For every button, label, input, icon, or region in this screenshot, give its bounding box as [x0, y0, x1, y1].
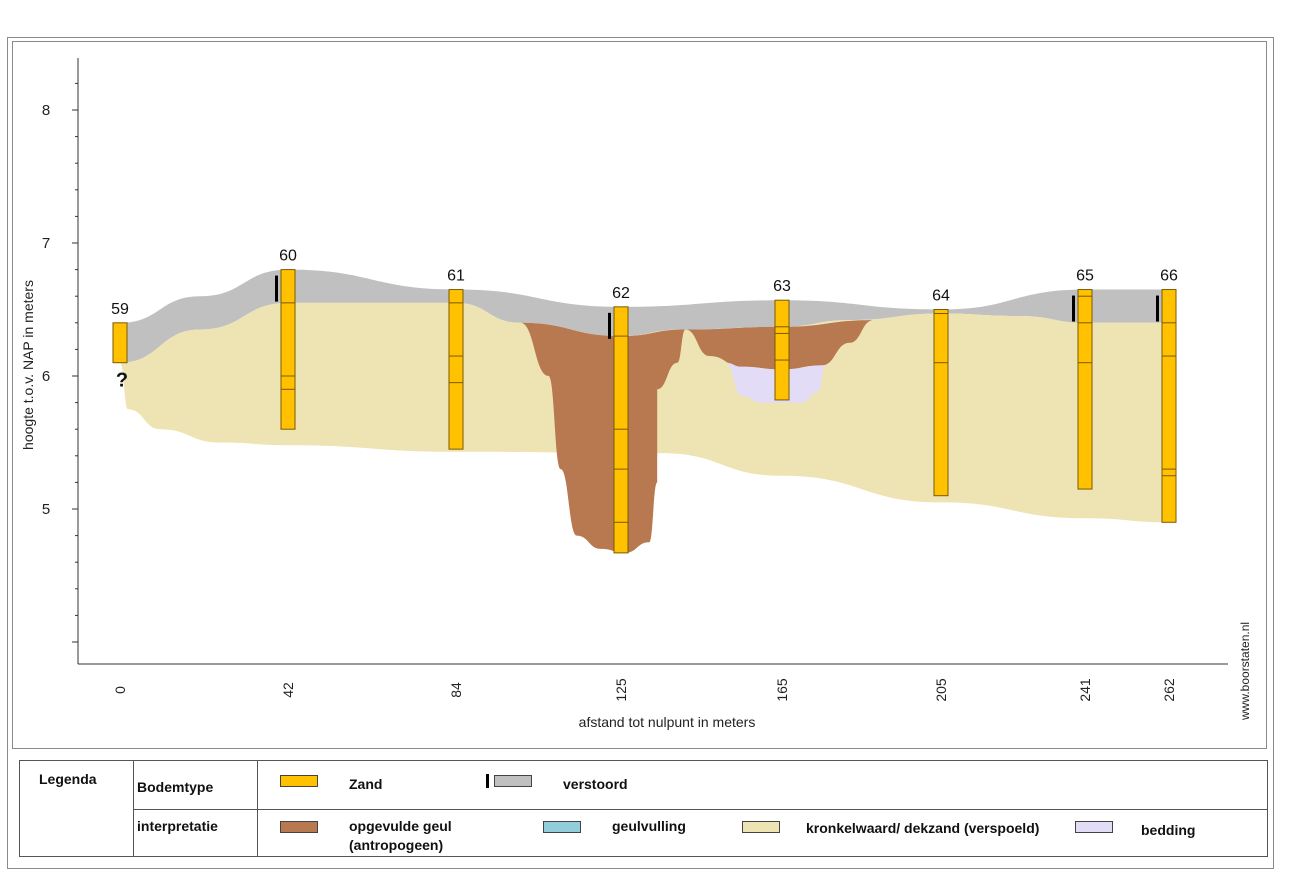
x-tick-label: 165	[774, 678, 790, 702]
borehole-column	[280, 269, 296, 430]
bedding-swatch	[1075, 821, 1113, 833]
x-tick-label: 125	[613, 678, 629, 702]
kronkelwaard-swatch	[742, 821, 780, 833]
legend-verstoord: verstoord	[563, 776, 628, 792]
verstoord-marker-icon	[486, 774, 489, 788]
borehole-label: 65	[1076, 268, 1094, 285]
legend-opgevulde-geul-1: opgevulde geul	[349, 818, 452, 834]
x-tick-label: 205	[933, 678, 949, 702]
borehole-label: 62	[612, 285, 630, 302]
borehole-column	[774, 299, 790, 401]
legend-divider-row	[133, 809, 1268, 810]
legend-geulvulling: geulvulling	[612, 818, 686, 834]
disturbed-marker	[1072, 295, 1075, 322]
figure-frame	[7, 37, 1274, 869]
borehole-60: 60	[275, 248, 297, 430]
borehole-63: 63	[773, 278, 791, 401]
legend-divider-1	[133, 760, 134, 857]
legend-table	[19, 760, 1268, 857]
borehole-59: 59?	[111, 301, 129, 392]
borehole-label: 64	[932, 288, 950, 305]
borehole-column	[1161, 289, 1177, 523]
borehole-column	[613, 306, 629, 554]
borehole-column	[112, 322, 128, 364]
borehole-note: ?	[116, 370, 128, 392]
borehole-label: 60	[279, 248, 297, 265]
disturbed-marker	[608, 312, 611, 339]
borehole-column	[448, 289, 464, 450]
legend-title: Legenda	[39, 771, 97, 787]
disturbed-marker	[275, 275, 278, 302]
borehole-label: 66	[1160, 268, 1178, 285]
disturbed-marker	[1156, 295, 1159, 322]
layers-group	[120, 269, 1169, 553]
y-axis-label: hoogte t.o.v. NAP in meters	[20, 280, 36, 450]
borehole-66: 66	[1156, 268, 1178, 523]
x-axis-label: afstand tot nulpunt in meters	[579, 714, 756, 730]
legend-kronkelwaard: kronkelwaard/ dekzand (verspoeld)	[806, 820, 1040, 836]
borehole-label: 63	[773, 278, 791, 295]
watermark: www.boorstaten.nl	[1238, 621, 1252, 720]
borehole-61: 61	[447, 268, 465, 450]
layer-verstoord	[120, 269, 1169, 363]
x-tick-label: 262	[1161, 678, 1177, 702]
x-tick-label: 42	[280, 682, 296, 698]
zand-swatch	[280, 775, 318, 787]
borehole-column	[1077, 289, 1093, 490]
geulvulling-swatch	[543, 821, 581, 833]
y-tick-label: 5	[42, 501, 50, 518]
y-tick-label: 6	[42, 368, 50, 385]
legend-zand: Zand	[349, 776, 383, 792]
plot-frame	[12, 41, 1267, 749]
axes-group	[77, 58, 1228, 665]
borehole-62: 62	[608, 285, 630, 554]
layer-opgevulde-geul	[520, 322, 686, 553]
y-tick-label: 8	[42, 102, 50, 119]
borehole-65: 65	[1072, 268, 1094, 490]
borehole-label: 59	[111, 301, 129, 318]
borehole-64: 64	[932, 288, 950, 497]
x-tick-label: 241	[1077, 678, 1093, 702]
x-tick-label: 0	[112, 686, 128, 694]
legend-row-bodemtype: Bodemtype	[137, 779, 214, 795]
borehole-column	[933, 309, 949, 497]
boreholes-group: 59? 60 61 62 63 64 65 66	[111, 248, 1178, 554]
legend-bedding: bedding	[1141, 822, 1196, 838]
legend-row-interpretatie: interpretatie	[137, 818, 218, 834]
opgevulde-geul-swatch	[280, 821, 318, 833]
legend-divider-2	[257, 760, 258, 857]
legend-opgevulde-geul-2: (antropogeen)	[349, 837, 444, 853]
borehole-label: 61	[447, 268, 465, 285]
x-tick-label: 84	[448, 682, 464, 698]
y-tick-label: 7	[42, 235, 50, 252]
verstoord-swatch	[494, 775, 532, 787]
